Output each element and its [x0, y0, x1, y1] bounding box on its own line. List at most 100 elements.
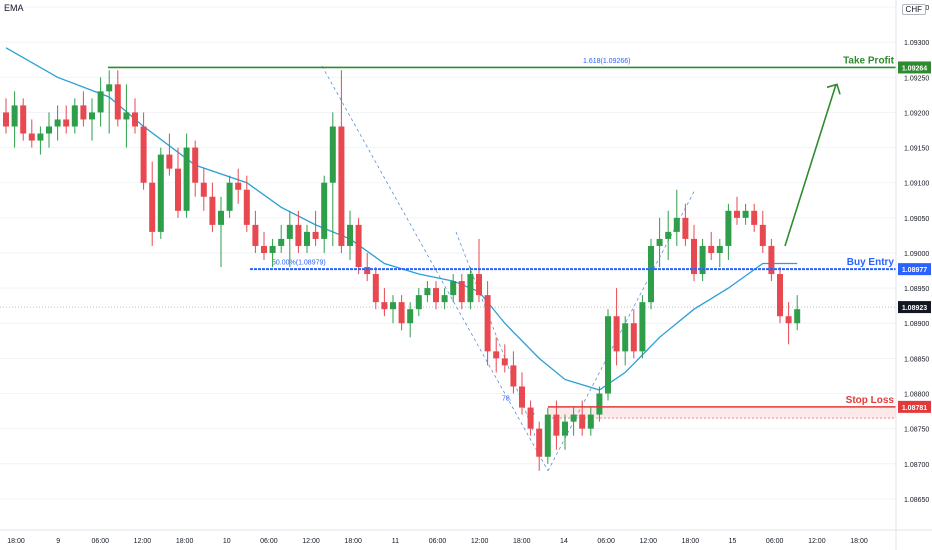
- candle: [235, 168, 242, 204]
- candle: [673, 189, 680, 246]
- time-tick-label: 12:00: [808, 538, 826, 545]
- stop-loss-label: Stop Loss: [846, 395, 895, 406]
- candles: [3, 70, 801, 471]
- candle: [192, 140, 199, 197]
- candle: [682, 203, 689, 246]
- price-tick-label: 1.09100: [904, 181, 929, 188]
- candle: [338, 70, 345, 253]
- candle: [226, 175, 233, 218]
- candle-body: [381, 302, 388, 310]
- grid: [0, 6, 896, 500]
- candle: [175, 147, 181, 218]
- time-tick-label: 18:00: [513, 538, 531, 545]
- buy-entry-price-tag: 1.08977: [902, 267, 927, 274]
- candle: [63, 105, 70, 134]
- fib-label-50: 50.00%(1.08979): [272, 260, 326, 267]
- candle: [140, 112, 147, 190]
- candle: [665, 210, 672, 260]
- candle: [734, 196, 740, 225]
- candle: [441, 288, 448, 310]
- take-profit-price-tag: 1.09264: [902, 65, 927, 72]
- candle-body: [329, 126, 336, 183]
- candle-body: [97, 91, 104, 113]
- candle: [46, 112, 52, 148]
- candle-body: [587, 414, 594, 429]
- arrow-head-icon: [826, 83, 841, 95]
- candle: [570, 407, 577, 436]
- price-tick-label: 1.08650: [904, 497, 929, 504]
- indicator-label[interactable]: EMA: [4, 3, 24, 13]
- candle-body: [106, 84, 113, 92]
- candle-body: [785, 316, 792, 324]
- currency-badge[interactable]: CHF: [901, 4, 926, 15]
- candle-body: [63, 119, 70, 127]
- candle: [304, 224, 310, 253]
- candle: [450, 274, 457, 303]
- price-tick-label: 1.09300: [904, 40, 929, 47]
- candle-body: [252, 224, 259, 246]
- candle: [261, 231, 267, 260]
- candle: [252, 210, 259, 253]
- price-axis[interactable]: 1.093501.093001.092501.092001.091501.091…: [895, 0, 931, 550]
- time-axis[interactable]: 18:00 9 06:00 12:00 18:00 10 06:00 12:00 18:00 11…: [0, 529, 932, 545]
- candle-body: [11, 105, 18, 127]
- candle: [759, 210, 766, 253]
- time-tick-label: 10: [223, 538, 231, 545]
- candle: [183, 133, 190, 218]
- time-tick-label: 18:00: [850, 538, 868, 545]
- time-tick-label: 12:00: [471, 538, 489, 545]
- take-profit-label: Take Profit: [843, 55, 895, 66]
- price-tick-label: 1.08750: [904, 427, 929, 434]
- candle: [312, 210, 319, 246]
- candle-body: [372, 274, 379, 303]
- candle-body: [46, 126, 52, 134]
- price-tick-label: 1.08700: [904, 462, 929, 469]
- candle: [71, 98, 78, 134]
- candle: [656, 217, 663, 268]
- candle-body: [768, 245, 775, 275]
- projection-arrow: [784, 84, 837, 247]
- candle-body: [226, 182, 233, 211]
- candle-body: [20, 105, 27, 134]
- candle-body: [639, 302, 646, 352]
- candle: [89, 98, 95, 141]
- candle: [579, 400, 586, 436]
- candle: [149, 161, 156, 246]
- fib-label-1618: 1.618(1.09266): [583, 58, 630, 65]
- candle: [751, 203, 758, 232]
- price-tick-label: 1.09050: [904, 216, 929, 223]
- time-tick-label: 18:00: [176, 538, 194, 545]
- buy-entry-price-tag-bg: [898, 263, 931, 276]
- candle-body: [192, 147, 199, 183]
- time-tick-label: 12:00: [639, 538, 657, 545]
- time-tick-label: 06:00: [429, 538, 447, 545]
- candle-body: [424, 288, 431, 296]
- candle-body: [544, 414, 551, 457]
- candle-body: [725, 210, 732, 246]
- time-tick-label: 06:00: [766, 538, 784, 545]
- candle-body: [458, 281, 465, 303]
- candle: [562, 414, 568, 450]
- candle: [28, 119, 35, 148]
- candle-body: [304, 231, 310, 246]
- candle-body: [149, 182, 156, 232]
- candle: [364, 252, 371, 282]
- candle-body: [519, 386, 525, 408]
- candle-body: [450, 281, 457, 296]
- candle-body: [665, 231, 672, 239]
- candle-body: [467, 274, 474, 303]
- candle-body: [630, 323, 637, 352]
- candle: [166, 133, 173, 176]
- candle-body: [243, 189, 250, 225]
- time-tick-label: 12:00: [134, 538, 152, 545]
- candle-body: [759, 224, 766, 246]
- candle-body: [347, 224, 353, 246]
- price-tick-label: 1.09200: [904, 110, 929, 117]
- candle: [639, 295, 646, 359]
- candle: [355, 217, 362, 275]
- price-tick-label: 1.09150: [904, 146, 929, 153]
- last-price-tag: 1.08923: [902, 305, 927, 312]
- candle-body: [716, 245, 723, 253]
- candle-body: [80, 105, 87, 120]
